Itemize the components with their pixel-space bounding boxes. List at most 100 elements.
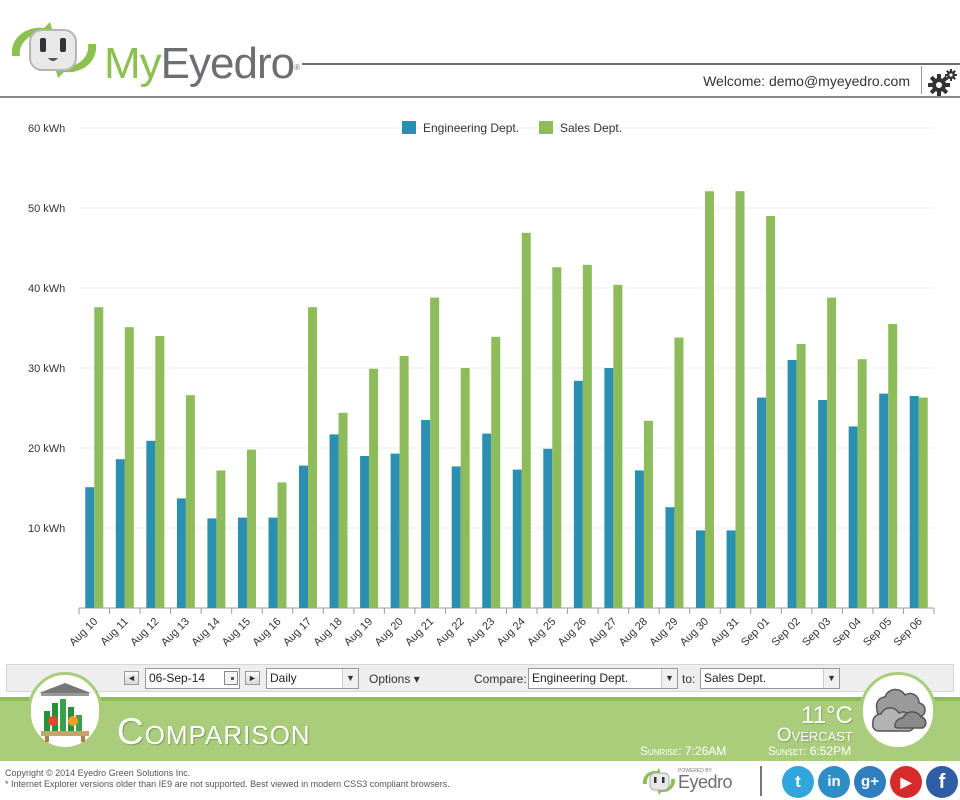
engineering-bar (909, 396, 919, 608)
x-tick-label: Sep 03 (800, 616, 833, 649)
facebook-icon[interactable]: f (926, 766, 958, 798)
sales-bar (674, 337, 684, 608)
previous-date-button[interactable]: ◄ (124, 671, 139, 685)
x-tick-label: Aug 14 (189, 616, 222, 649)
chevron-down-icon: ▼ (823, 669, 839, 688)
x-tick-label: Aug 15 (220, 616, 253, 649)
next-date-button[interactable]: ► (245, 671, 260, 685)
engineering-bar (451, 466, 461, 608)
engineering-bar (237, 517, 247, 608)
compare-select[interactable]: Engineering Dept. ▼ (528, 668, 678, 689)
date-value: 06-Sep-14 (149, 671, 206, 685)
google-plus-icon[interactable]: g+ (854, 766, 886, 798)
sales-bar (613, 284, 623, 608)
myeyedro-logo[interactable]: MyEyedro® (4, 16, 304, 86)
sales-bar (735, 191, 745, 608)
legend-swatch (402, 121, 416, 134)
engineering-bar (512, 469, 522, 608)
x-tick-label: Aug 24 (495, 616, 528, 649)
settings-gear-icon[interactable] (928, 68, 958, 96)
sales-bar (155, 336, 165, 608)
footer-brand: Eyedro (678, 772, 733, 792)
sales-bar (491, 336, 501, 608)
app-banner (0, 697, 960, 761)
engineering-bar (390, 453, 400, 608)
sales-bar (460, 368, 470, 608)
header-bottom-border (0, 96, 960, 98)
sales-bar (888, 324, 898, 608)
x-tick-label: Sep 05 (861, 616, 894, 649)
x-tick-label: Aug 30 (678, 616, 711, 649)
engineering-bar (329, 434, 339, 608)
logo-wordmark: MyEyedro® (104, 39, 300, 88)
chart-toolbar: ◄ 06-Sep-14 ► Daily ▼ Options ▾ Compare:… (6, 664, 954, 692)
engineering-bar (604, 368, 614, 608)
twitter-icon[interactable]: t (782, 766, 814, 798)
engineering-bar (634, 470, 644, 608)
sales-bar (308, 307, 318, 608)
x-tick-label: Sep 01 (739, 616, 772, 649)
sales-bar (766, 216, 776, 608)
sales-bar (338, 412, 348, 608)
x-tick-label: Aug 20 (373, 616, 406, 649)
x-tick-label: Aug 25 (525, 616, 558, 649)
engineering-bar (176, 498, 186, 608)
legend-label: Engineering Dept. (423, 121, 519, 135)
to-value: Sales Dept. (704, 671, 767, 685)
engineering-bar (85, 487, 95, 608)
youtube-icon[interactable]: ▶ (890, 766, 922, 798)
chevron-down-icon: ▼ (342, 669, 358, 688)
x-tick-label: Aug 27 (586, 616, 619, 649)
date-input[interactable]: 06-Sep-14 (145, 668, 240, 689)
browser-note: * Internet Explorer versions older than … (5, 779, 450, 789)
bar-chart-svg: 10 kWh 20 kWh 30 kWh 40 kWh 50 kWh 60 kWh Aug … (28, 121, 935, 649)
powered-by-eyedro-logo[interactable]: POWERED BY Eyedro (640, 766, 740, 796)
to-label: to: (682, 672, 696, 686)
engineering-bar (757, 397, 767, 608)
legend-label: Sales Dept. (560, 121, 622, 135)
sales-bar (552, 267, 562, 608)
sales-bar (918, 397, 928, 608)
x-tick-label: Aug 17 (281, 616, 314, 649)
sales-bar (796, 344, 806, 608)
header-divider (302, 63, 960, 65)
sales-bar (94, 307, 104, 608)
engineering-bar (207, 518, 217, 608)
sales-bar (369, 368, 379, 608)
sales-bar (430, 297, 440, 608)
comparison-chart: 10 kWh 20 kWh 30 kWh 40 kWh 50 kWh 60 kWh Aug … (0, 98, 960, 662)
engineering-bar (299, 465, 309, 608)
x-tick-label: Sep 04 (831, 616, 864, 649)
engineering-bar (543, 448, 553, 608)
header-separator (921, 66, 922, 94)
sales-bar (704, 191, 714, 608)
y-tick-label: 30 kWh (28, 363, 65, 375)
cloud-icon (871, 688, 927, 732)
sales-bar (216, 470, 226, 608)
comparison-app-icon[interactable] (28, 672, 102, 750)
calendar-icon[interactable] (224, 671, 238, 685)
engineering-bar (879, 393, 889, 608)
options-menu[interactable]: Options ▾ (369, 672, 420, 686)
linkedin-icon[interactable]: in (818, 766, 850, 798)
x-tick-label: Sep 02 (770, 616, 803, 649)
period-select[interactable]: Daily ▼ (266, 668, 359, 689)
sales-bar (582, 264, 592, 608)
copyright-text: Copyright © 2014 Eyedro Green Solutions … (5, 768, 191, 778)
engineering-bar (573, 380, 583, 608)
engineering-bar (726, 530, 736, 608)
x-tick-label: Aug 10 (67, 616, 100, 649)
compare-value: Engineering Dept. (532, 671, 629, 685)
x-tick-label: Aug 16 (250, 616, 283, 649)
to-select[interactable]: Sales Dept. ▼ (700, 668, 840, 689)
period-value: Daily (270, 671, 297, 685)
engineering-bar (665, 507, 675, 608)
header: MyEyedro® Welcome: demo@myeyedro.com (0, 0, 960, 98)
engineering-bar (818, 400, 828, 608)
engineering-bar (360, 456, 370, 608)
compare-label: Compare: (474, 672, 527, 686)
sales-bar (827, 297, 837, 608)
weather-widget[interactable] (860, 672, 936, 750)
x-tick-label: Aug 26 (556, 616, 589, 649)
